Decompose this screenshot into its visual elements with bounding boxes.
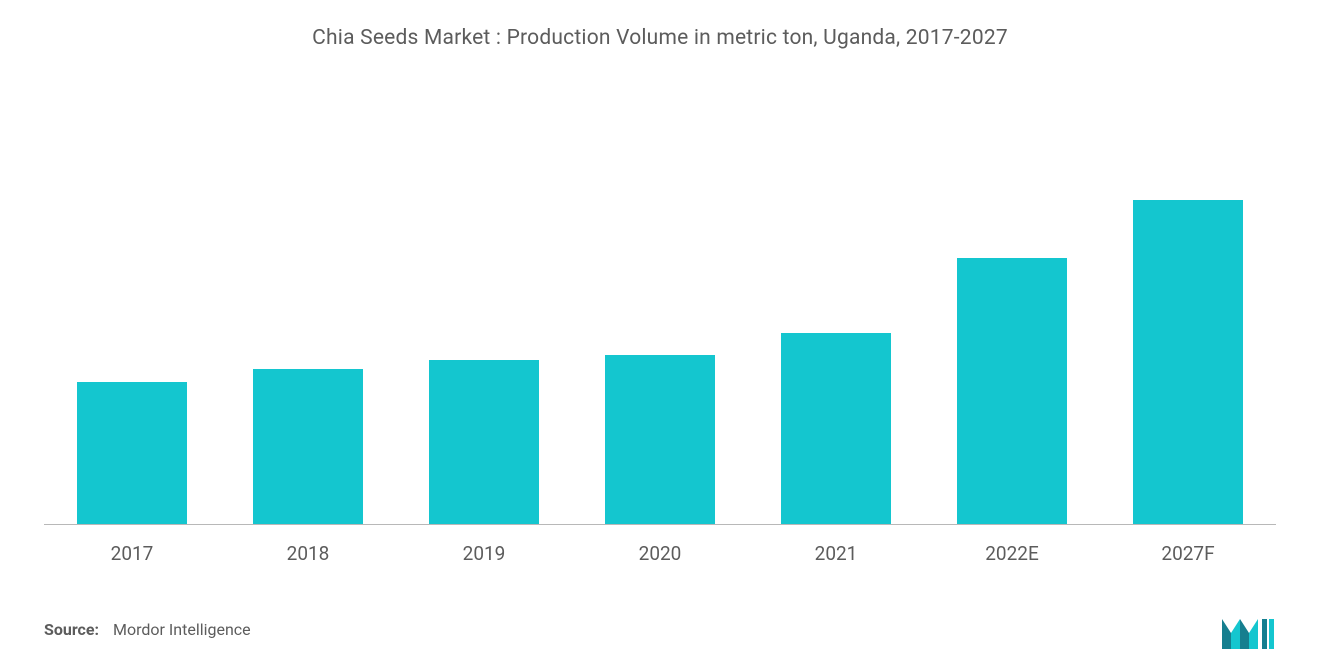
bar-slot [748, 80, 924, 524]
bar [253, 369, 362, 524]
bar-slot [220, 80, 396, 524]
bar-slot [44, 80, 220, 524]
x-axis-label: 2021 [748, 542, 924, 565]
x-axis-label: 2019 [396, 542, 572, 565]
bar-slot [924, 80, 1100, 524]
x-axis-label: 2027F [1100, 542, 1276, 565]
bar [1133, 200, 1242, 524]
bar [77, 382, 186, 524]
brand-logo-icon [1222, 613, 1276, 649]
x-axis-label: 2020 [572, 542, 748, 565]
bar [957, 258, 1066, 524]
bar [781, 333, 890, 524]
x-axis-label: 2017 [44, 542, 220, 565]
chart-plot-area [44, 80, 1276, 525]
source-text: Mordor Intelligence [113, 620, 251, 639]
bar-slot [1100, 80, 1276, 524]
bar [429, 360, 538, 524]
source-label: Source: [44, 620, 99, 639]
x-axis-label: 2022E [924, 542, 1100, 565]
x-axis-label: 2018 [220, 542, 396, 565]
source-attribution: Source: Mordor Intelligence [44, 620, 251, 639]
bar [605, 355, 714, 524]
x-axis-labels: 201720182019202020212022E2027F [44, 542, 1276, 565]
chart-title: Chia Seeds Market : Production Volume in… [0, 0, 1320, 50]
bar-slot [572, 80, 748, 524]
bar-slot [396, 80, 572, 524]
